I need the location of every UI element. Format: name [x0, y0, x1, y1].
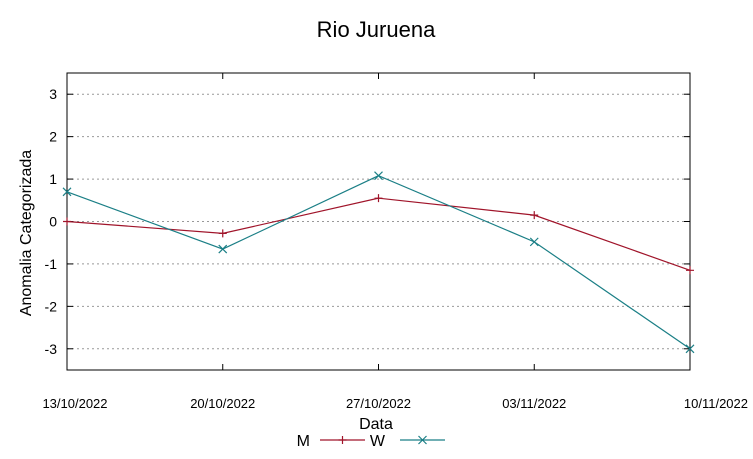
legend-swatch-marker: [338, 436, 347, 444]
data-point: [529, 237, 539, 247]
data-point: [218, 229, 227, 238]
x-tick-label: 13/10/2022: [42, 396, 107, 411]
gridlines: [67, 93, 690, 350]
y-tick-label: -3: [45, 341, 58, 357]
series-line-m: [66, 197, 691, 271]
series-w: [62, 171, 695, 354]
y-tick-label: 3: [49, 86, 57, 102]
y-tick-label: -1: [45, 256, 58, 272]
legend-label: W: [370, 433, 386, 450]
data-point: [686, 266, 694, 275]
legend-label: M: [297, 433, 310, 450]
data-point: [374, 194, 383, 203]
legend-swatch-marker: [418, 435, 427, 445]
chart-title: Rio Juruena: [317, 17, 436, 42]
data-point: [685, 344, 695, 354]
x-axis-label: Data: [359, 416, 393, 433]
data-point: [63, 217, 71, 226]
x-tick-label: 27/10/2022: [346, 396, 411, 411]
series-layer: [62, 171, 695, 354]
x-tick-label: 20/10/2022: [190, 396, 255, 411]
y-axis-label: Anomalia Categorizada: [18, 150, 35, 316]
y-tick-label: 0: [49, 214, 57, 230]
y-tick-label: 1: [49, 171, 57, 187]
data-point: [62, 187, 72, 197]
data-point: [530, 211, 539, 220]
y-tick-label: -2: [45, 298, 58, 314]
data-point: [374, 171, 383, 181]
data-point: [218, 244, 228, 254]
x-tick-label: 10/11/2022: [684, 396, 748, 411]
y-tick-label: 2: [49, 129, 57, 145]
series-m: [63, 194, 694, 275]
x-tick-label: 03/11/2022: [502, 396, 566, 411]
y-axis-ticks: -3 -2 -1 0 1 2 3: [45, 86, 690, 357]
x-axis-ticks: 13/10/2022 20/10/2022 27/10/2022 03/11/2022…: [42, 73, 748, 411]
